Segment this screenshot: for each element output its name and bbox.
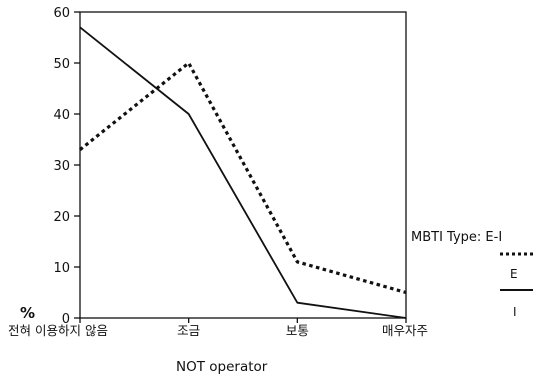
y-tick-label: 30: [53, 159, 70, 174]
legend-label-e: E: [510, 267, 518, 281]
legend-label-i: I: [513, 305, 517, 319]
y-tick-label: 10: [53, 261, 70, 276]
x-tick-label: 보통: [286, 323, 309, 338]
y-tick-label: 40: [53, 108, 70, 123]
y-tick-label: 60: [53, 6, 70, 21]
y-axis: 0 10 20 30 40 50 60: [53, 6, 80, 327]
x-tick-label: 전혀 이용하지 않음: [8, 323, 108, 338]
y-tick-label: 0: [62, 312, 70, 327]
x-tick-label: 매우자주: [382, 323, 428, 338]
y-tick-label: 20: [53, 210, 70, 225]
legend: MBTI Type: E-I E I: [411, 230, 533, 319]
x-axis: 전혀 이용하지 않음 조금 보통 매우자주: [8, 318, 428, 338]
series-line-e: [79, 61, 407, 295]
series-line-i: [79, 26, 407, 319]
legend-title: MBTI Type: E-I: [411, 230, 502, 245]
x-tick-label: 조금: [177, 323, 200, 338]
y-tick-label: 50: [53, 57, 70, 72]
x-axis-label: NOT operator: [176, 359, 268, 375]
series-layer: [79, 26, 407, 319]
y-axis-label: %: [20, 304, 35, 322]
